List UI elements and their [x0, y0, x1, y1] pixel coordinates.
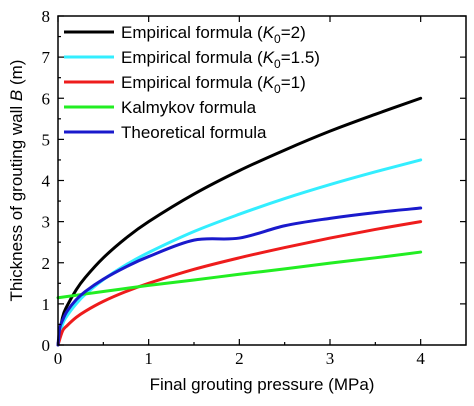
series-line-theoretical-formula — [56, 206, 423, 347]
y-tick-label: 6 — [42, 89, 51, 108]
x-tick-label: 0 — [54, 349, 63, 368]
series-line-kalmykov-formula — [56, 250, 423, 300]
y-axis-title: Thickness of grouting wall B (m) — [7, 60, 26, 302]
y-tick-label: 1 — [42, 295, 51, 314]
y-tick-label: 8 — [42, 7, 51, 26]
y-tick-label: 7 — [42, 48, 51, 67]
x-axis-title: Final grouting pressure (MPa) — [150, 375, 375, 394]
x-tick-label: 4 — [416, 349, 425, 368]
series-line-empirical-formula-k0-1- — [56, 220, 423, 347]
ticks-layer: 0 1 2 3 4 0 1 2 3 4 5 6 7 8 — [42, 7, 466, 368]
y-tick-label: 5 — [42, 130, 51, 149]
series-layer — [56, 96, 423, 347]
legend-label: Empirical formula (K0=1) — [121, 73, 306, 96]
legend-label: Theoretical formula — [121, 123, 267, 142]
y-tick-label: 0 — [42, 336, 51, 355]
legend-label: Empirical formula (K0=2) — [121, 23, 306, 46]
y-tick-label: 2 — [42, 254, 51, 273]
legend-label: Kalmykov formula — [121, 98, 257, 117]
legend-label: Empirical formula (K0=1.5) — [121, 48, 320, 71]
series-line-empirical-formula-k0-1-5- — [56, 158, 423, 347]
x-tick-label: 1 — [144, 349, 153, 368]
y-tick-label: 4 — [42, 172, 51, 191]
x-tick-label: 3 — [326, 349, 335, 368]
x-tick-label: 2 — [235, 349, 244, 368]
y-tick-label: 3 — [42, 213, 51, 232]
legend: Empirical formula (K0=2)Empirical formul… — [64, 23, 320, 142]
series-line-empirical-formula-k0-2- — [56, 96, 423, 347]
